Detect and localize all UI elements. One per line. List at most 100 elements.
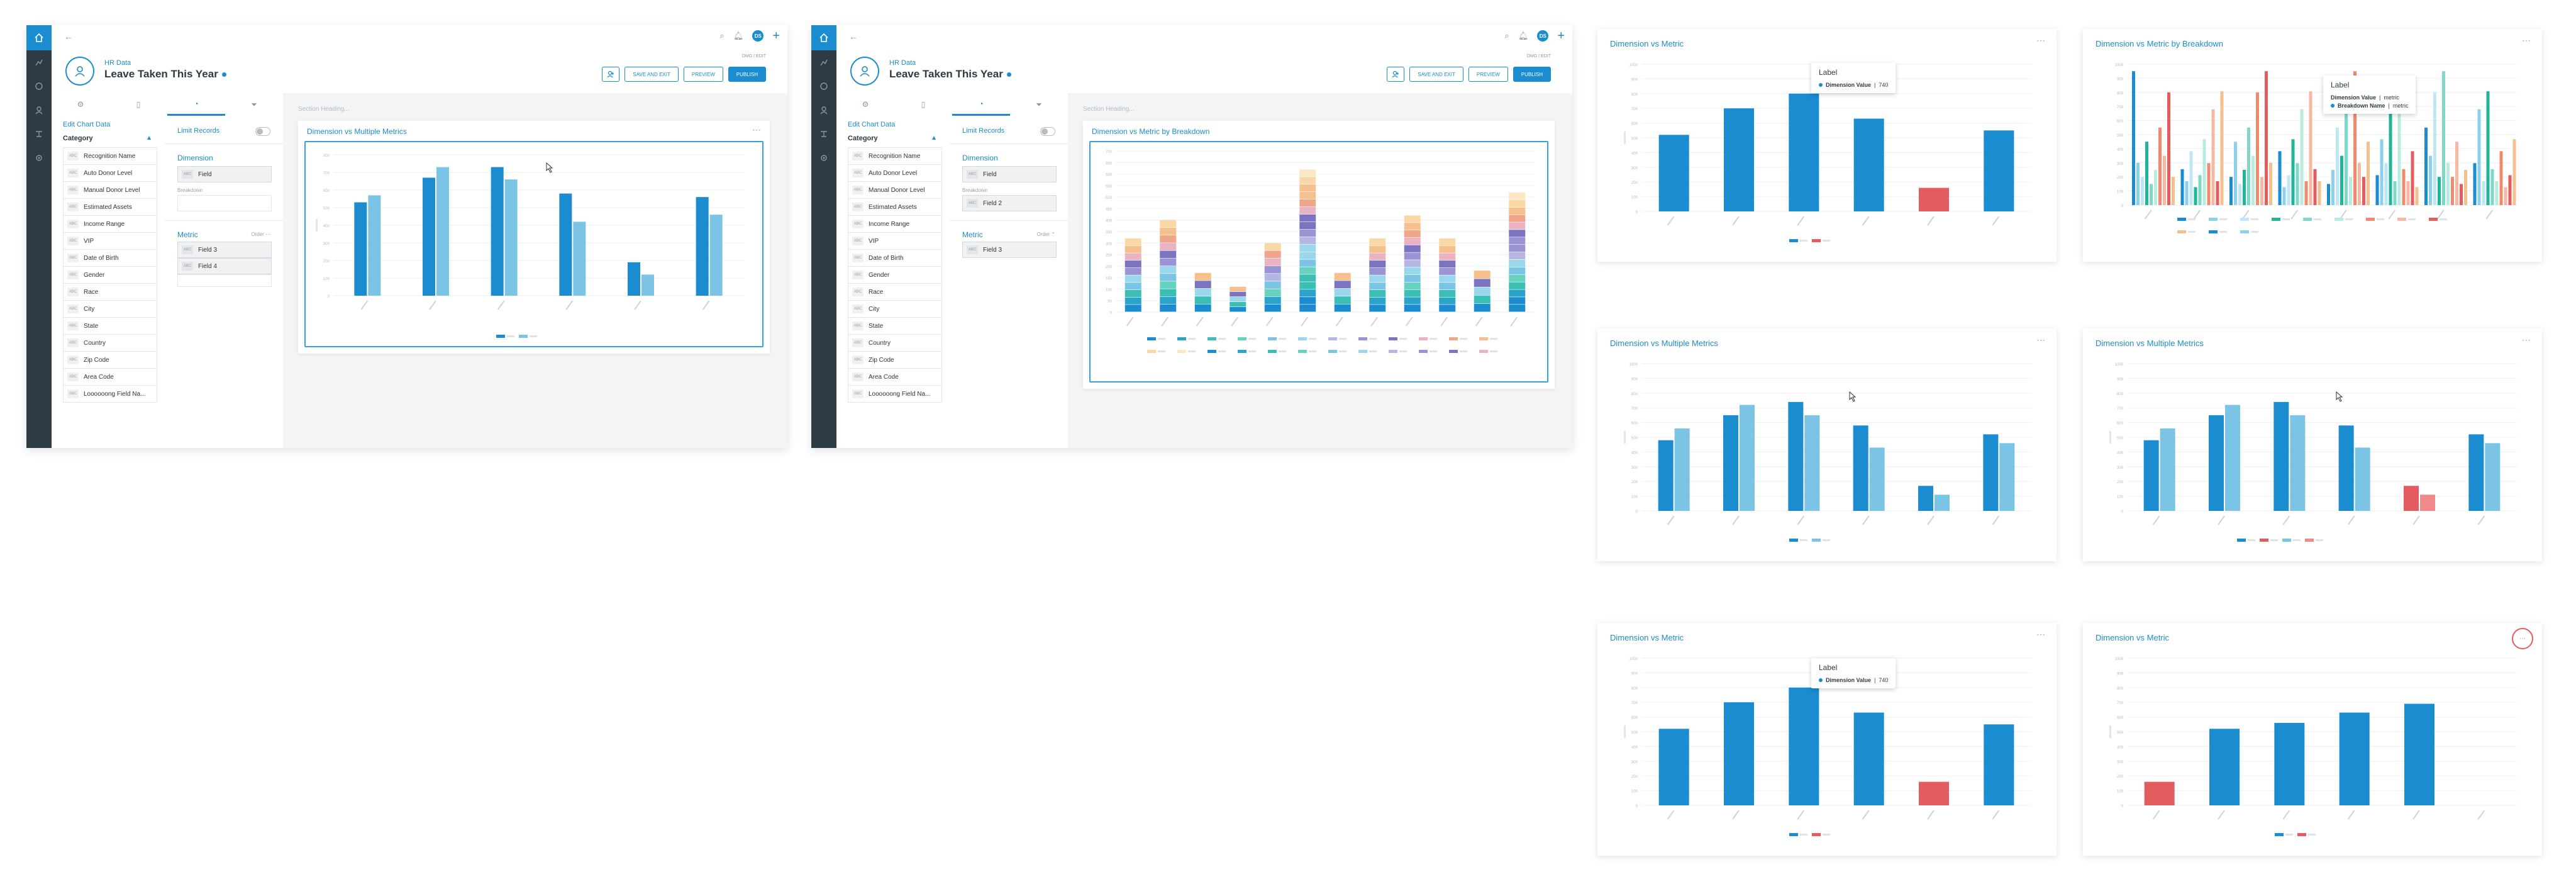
list-item[interactable]: ABC State xyxy=(63,317,157,334)
list-item[interactable]: ABC Estimated Assets xyxy=(848,198,942,215)
list-item[interactable]: ABC Gender xyxy=(848,266,942,283)
chart-panel-5[interactable]: Dimension vs Metric ⋯ 0 100 200 300 400 500 60… xyxy=(1597,623,2057,856)
tab-chart[interactable]: ◔ xyxy=(952,93,1010,116)
home-icon[interactable] xyxy=(26,25,52,50)
list-item[interactable]: ABC Gender xyxy=(63,266,157,283)
chart-panel-2[interactable]: Dimension vs Metric by Breakdown ⋯ 0 100 2… xyxy=(2083,29,2542,262)
chart-icon[interactable] xyxy=(811,50,836,74)
save-and-exit-button[interactable]: SAVE AND EXIT xyxy=(1409,67,1463,82)
list-item[interactable]: ABC Loooooong Field Na... xyxy=(63,385,157,403)
preview-button[interactable]: PREVIEW xyxy=(1468,67,1508,82)
list-item[interactable]: ABC Area Code xyxy=(63,368,157,385)
tab-layout[interactable]: ▯ xyxy=(921,100,926,109)
metric-dropzone[interactable] xyxy=(177,274,272,287)
chart-frame[interactable]: 0 100 200 300 400 500 600 700 800 xyxy=(304,141,763,347)
more-icon[interactable]: ⋯ xyxy=(2036,335,2045,345)
list-item[interactable]: ABC Auto Donor Level xyxy=(63,164,157,181)
list-item[interactable]: ABC Area Code xyxy=(848,368,942,385)
flow-icon[interactable] xyxy=(811,122,836,146)
search-icon[interactable]: ⌕ xyxy=(1504,31,1509,40)
dimension-field[interactable]: ABC Field xyxy=(177,166,272,182)
breadcrumb[interactable]: HR Data xyxy=(889,59,916,67)
chart-card[interactable]: Dimension vs Metric by Breakdown 0 50 100 1… xyxy=(1083,121,1555,389)
order-label[interactable]: Order ⌃ xyxy=(1036,232,1055,237)
dimension-field[interactable]: ABC Field xyxy=(962,166,1057,182)
order-label[interactable]: Order ⋯ xyxy=(251,232,270,237)
more-icon[interactable]: ⋯ xyxy=(752,125,761,135)
more-icon[interactable]: ⋯ xyxy=(2522,335,2531,345)
category-header[interactable]: Category ▲ xyxy=(63,135,152,142)
list-item[interactable]: ABC State xyxy=(848,317,942,334)
list-item[interactable]: ABC Date of Birth xyxy=(63,249,157,266)
list-item[interactable]: ABC Race xyxy=(848,283,942,300)
search-icon[interactable]: ⌕ xyxy=(719,31,724,40)
more-button-highlighted[interactable]: ⋯ xyxy=(2512,628,2533,649)
limit-records-toggle[interactable] xyxy=(255,127,270,136)
list-item[interactable]: ABC Country xyxy=(63,334,157,351)
section-heading[interactable]: Section Heading... xyxy=(298,106,350,113)
edit-chart-data-link[interactable]: Edit Chart Data xyxy=(848,121,896,128)
share-button[interactable] xyxy=(1387,67,1405,82)
donation-icon[interactable] xyxy=(26,74,52,98)
list-item[interactable]: ABC Estimated Assets xyxy=(63,198,157,215)
section-heading[interactable]: Section Heading... xyxy=(1083,106,1135,113)
add-icon[interactable]: + xyxy=(772,29,780,43)
save-and-exit-button[interactable]: SAVE AND EXIT xyxy=(625,67,679,82)
list-item[interactable]: ABC Recognition Name xyxy=(63,147,157,164)
metric-field[interactable]: ABC Field 3 xyxy=(177,242,272,258)
chart-panel-3[interactable]: Dimension vs Multiple Metrics ⋯ 0 100 200 3… xyxy=(1597,328,2057,561)
tab-settings[interactable]: ⚙ xyxy=(862,100,869,109)
bell-icon[interactable]: 🔔︎ xyxy=(1518,31,1529,40)
back-arrow-icon[interactable]: ← xyxy=(849,31,858,42)
breadcrumb[interactable]: HR Data xyxy=(104,59,131,67)
more-icon[interactable]: ⋯ xyxy=(2036,629,2045,639)
list-item[interactable]: ABC Income Range xyxy=(63,215,157,232)
tab-filter[interactable]: ⏷ xyxy=(1036,99,1042,109)
category-header[interactable]: Category ▲ xyxy=(848,135,937,142)
list-item[interactable]: ABC Loooooong Field Na... xyxy=(848,385,942,403)
edit-chart-data-link[interactable]: Edit Chart Data xyxy=(63,121,111,128)
chart-panel-1[interactable]: Dimension vs Metric ⋯ 0 100 200 300 400 500 60… xyxy=(1597,29,2057,262)
home-icon[interactable] xyxy=(811,25,836,50)
list-item[interactable]: ABC Country xyxy=(848,334,942,351)
list-item[interactable]: ABC Income Range xyxy=(848,215,942,232)
more-icon[interactable]: ⋯ xyxy=(2036,35,2045,45)
chart-panel-6[interactable]: Dimension vs Metric ⋯ 0 100 200 300 400 500 60… xyxy=(2083,623,2542,856)
metric-field[interactable]: ABC Field 3 xyxy=(962,242,1057,258)
preview-button[interactable]: PREVIEW xyxy=(683,67,723,82)
settings-icon[interactable] xyxy=(26,146,52,170)
add-icon[interactable]: + xyxy=(1557,29,1565,43)
breakdown-dropzone[interactable] xyxy=(177,195,272,211)
breakdown-field[interactable]: ABC Field 2 xyxy=(962,195,1057,211)
share-button[interactable] xyxy=(602,67,620,82)
list-item[interactable]: ABC City xyxy=(848,300,942,317)
donation-icon[interactable] xyxy=(811,74,836,98)
list-item[interactable]: ABC Zip Code xyxy=(63,351,157,368)
users-icon[interactable] xyxy=(811,98,836,122)
publish-button[interactable]: PUBLISH xyxy=(728,67,766,82)
users-icon[interactable] xyxy=(26,98,52,122)
more-icon[interactable]: ⋯ xyxy=(2522,35,2531,45)
tab-chart[interactable]: ◔ xyxy=(167,93,225,116)
chart-frame[interactable]: 0 50 100 150 200 250 300 350 400 450 500 550 600 650 7… xyxy=(1089,141,1548,383)
tab-settings[interactable]: ⚙ xyxy=(77,100,84,109)
settings-icon[interactable] xyxy=(811,146,836,170)
publish-button[interactable]: PUBLISH xyxy=(1513,67,1551,82)
avatar[interactable]: DS xyxy=(1537,30,1549,42)
chart-card[interactable]: Dimension vs Multiple Metrics ⋯ 0 100 200 3… xyxy=(298,121,770,354)
list-item[interactable]: ABC Manual Donor Level xyxy=(63,181,157,198)
bell-icon[interactable]: 🔔︎ xyxy=(733,31,744,40)
tab-layout[interactable]: ▯ xyxy=(136,100,141,109)
list-item[interactable]: ABC Recognition Name xyxy=(848,147,942,164)
metric-field[interactable]: ABC Field 4 xyxy=(177,258,272,274)
list-item[interactable]: ABC VIP xyxy=(848,232,942,249)
list-item[interactable]: ABC Race xyxy=(63,283,157,300)
flow-icon[interactable] xyxy=(26,122,52,146)
chart-icon[interactable] xyxy=(26,50,52,74)
list-item[interactable]: ABC VIP xyxy=(63,232,157,249)
list-item[interactable]: ABC City xyxy=(63,300,157,317)
avatar[interactable]: DS xyxy=(752,30,764,42)
back-arrow-icon[interactable]: ← xyxy=(64,31,73,42)
list-item[interactable]: ABC Auto Donor Level xyxy=(848,164,942,181)
chart-panel-4[interactable]: Dimension vs Multiple Metrics ⋯ 0 100 200 3… xyxy=(2083,328,2542,561)
